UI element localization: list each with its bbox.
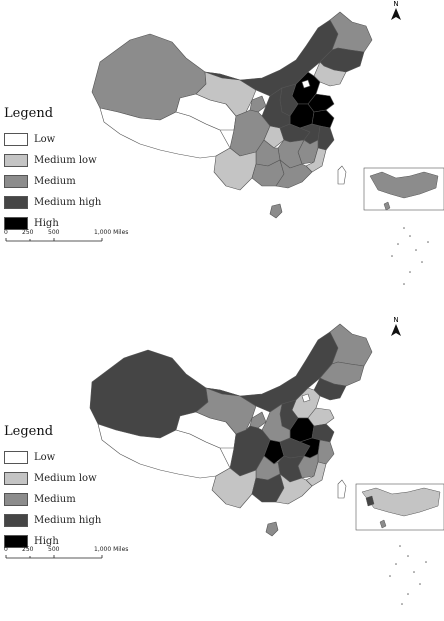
region-ningxia [249,95,267,113]
region-beijing [301,79,311,89]
legend-item-medium: Medium [4,171,101,192]
map-canvas-bottom [89,323,444,605]
scale-tick-label: 1,000 Miles [94,229,129,236]
inset-islands-dots-bottom [389,545,427,605]
region-guangdong [275,159,313,189]
legend-swatch [4,451,28,464]
legend-item-medium-high: Medium high [4,510,101,531]
region-zhejiang [317,125,335,151]
legend-item-high: High [4,213,101,234]
north-arrow-icon-top [391,8,401,20]
region-hainan [265,521,279,537]
legend-swatch [4,175,28,188]
legend-label: Medium [34,494,76,505]
scale-bar-graphic [5,238,103,242]
scale-bar-bottom: 0 250 500 1,000 Miles [4,546,128,568]
region-guangdong [275,473,313,505]
legend-item-high: High [4,531,101,552]
legend-item-low: Low [4,447,101,468]
scale-tick-label: 0 [4,229,8,236]
legend-label: Medium low [34,473,97,484]
legend-label: Medium [34,176,76,187]
scale-tick-label: 250 [22,546,34,553]
choropleth-map-top: N Legend Low Medium low Medium Medium hi… [0,0,444,300]
legend-item-medium-low: Medium low [4,468,101,489]
inset-land-top [369,171,439,199]
choropleth-map-bottom: N Legend Low Medium low Medium Medium hi… [0,310,444,621]
region-gansu [195,71,257,117]
legend-bottom: Legend Low Medium low Medium Medium high… [4,424,101,552]
north-arrow-icon-bottom [391,324,401,336]
region-zhejiang [317,439,335,465]
legend-label: High [34,218,59,229]
legend-item-medium-low: Medium low [4,150,101,171]
region-gansu [195,387,257,435]
scale-tick-label: 500 [48,546,60,553]
inset-island-top [383,201,391,211]
inset-region-bottom [365,495,375,507]
north-label-top: N [393,0,399,8]
region-heilongjiang [329,323,373,367]
map-canvas-top [91,8,444,285]
legend-swatch [4,196,28,209]
inset-island-bottom [379,519,387,529]
legend-swatch [4,154,28,167]
scale-bar-graphic [5,555,103,559]
region-hainan [269,203,283,219]
legend-label: Medium high [34,515,102,526]
region-yunnan [213,147,257,191]
region-beijing [301,393,311,403]
legend-title: Legend [4,106,54,121]
scale-tick-label: 0 [4,546,8,553]
legend-swatch [4,514,28,527]
legend-top: Legend Low Medium low Medium Medium high… [4,106,101,234]
scale-tick-label: 1,000 Miles [94,546,129,553]
legend-item-medium-high: Medium high [4,192,101,213]
legend-label: Low [34,452,56,463]
legend-swatch [4,472,28,485]
north-label-bottom: N [393,316,399,324]
scale-bar-top: 0 250 500 1,000 Miles [4,229,128,251]
legend-swatch [4,217,28,230]
region-taiwan [337,479,347,499]
legend-label: Medium low [34,155,97,166]
legend-swatch [4,535,28,548]
legend-title: Legend [4,424,54,439]
scale-tick-label: 250 [22,229,34,236]
legend-swatch [4,133,28,146]
legend-item-low: Low [4,129,101,150]
legend-label: Low [34,134,56,145]
region-ningxia [249,411,267,429]
inset-islands-dots-top [391,227,429,285]
legend-label: Medium high [34,197,102,208]
region-taiwan [337,165,347,185]
scale-tick-label: 500 [48,229,60,236]
legend-item-medium: Medium [4,489,101,510]
inset-land-bottom [361,487,441,517]
legend-label: High [34,536,59,547]
legend-swatch [4,493,28,506]
